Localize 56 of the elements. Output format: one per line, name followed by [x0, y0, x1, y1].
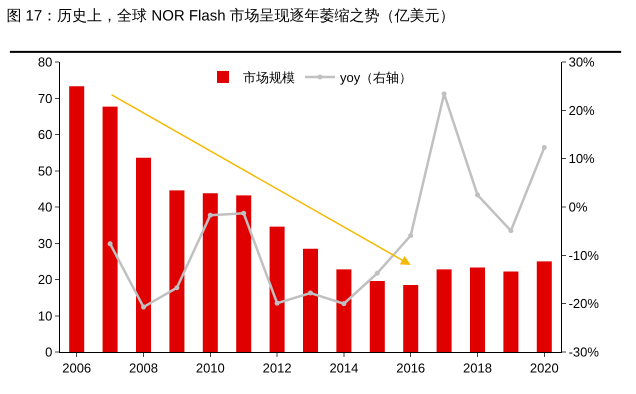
- bar: [436, 269, 452, 352]
- bar: [503, 272, 518, 352]
- point: [475, 192, 480, 198]
- point: [274, 300, 280, 306]
- y2-tick-label: 10%: [568, 151, 596, 166]
- bar: [536, 261, 552, 352]
- point: [341, 301, 346, 306]
- point: [241, 210, 246, 216]
- y2-tick-label: -20%: [568, 296, 600, 312]
- y-tick-label: 70: [38, 90, 52, 106]
- y-tick-label: 50: [38, 163, 52, 178]
- bar: [470, 268, 486, 352]
- y-tick-label: 80: [38, 54, 52, 70]
- point: [108, 241, 113, 246]
- bar: [136, 158, 152, 352]
- point: [542, 145, 547, 150]
- y-tick-label: 20: [38, 272, 52, 288]
- y2-tick-label: 0%: [568, 200, 588, 215]
- x-tick-label: 2012: [262, 360, 292, 376]
- bar: [370, 280, 385, 352]
- point: [442, 91, 447, 96]
- bar: [336, 269, 352, 352]
- bar: [169, 190, 184, 352]
- bar: [102, 106, 118, 352]
- bar: [236, 195, 252, 352]
- x-tick-label: 2020: [530, 360, 559, 376]
- x-tick-label: 2014: [329, 360, 358, 376]
- x-tick-label: 2010: [196, 360, 225, 376]
- y2-tick-label: 30%: [568, 54, 596, 70]
- y-tick-label: 0: [45, 344, 52, 360]
- legend-label: yoy（右轴）: [340, 70, 412, 86]
- point: [508, 228, 514, 234]
- x-tick-label: 2016: [396, 360, 426, 376]
- legend-label: 市场规模: [243, 70, 295, 86]
- point: [208, 212, 213, 218]
- y-tick-label: 60: [38, 127, 52, 142]
- y2-tick-label: -10%: [568, 248, 600, 263]
- point: [308, 290, 313, 296]
- bar: [302, 248, 318, 352]
- y-tick-label: 30: [38, 236, 52, 251]
- point: [174, 285, 180, 290]
- bar: [270, 226, 285, 352]
- y-tick-label: 10: [38, 308, 52, 324]
- y2-tick-label: -30%: [568, 344, 600, 360]
- x-tick-label: 2008: [129, 360, 158, 376]
- chart-title: 图 17：历史上，全球 NOR Flash 市场呈现逐年萎缩之势（亿美元）: [6, 7, 455, 24]
- bar: [202, 193, 218, 352]
- x-tick-label: 2006: [62, 360, 92, 376]
- bar: [403, 284, 418, 352]
- point: [141, 304, 146, 310]
- y2-tick-label: 20%: [568, 102, 596, 118]
- y-tick-label: 40: [38, 200, 52, 215]
- point: [374, 270, 380, 276]
- x-tick-label: 2018: [463, 360, 492, 376]
- bar: [69, 86, 84, 352]
- point: [408, 233, 414, 238]
